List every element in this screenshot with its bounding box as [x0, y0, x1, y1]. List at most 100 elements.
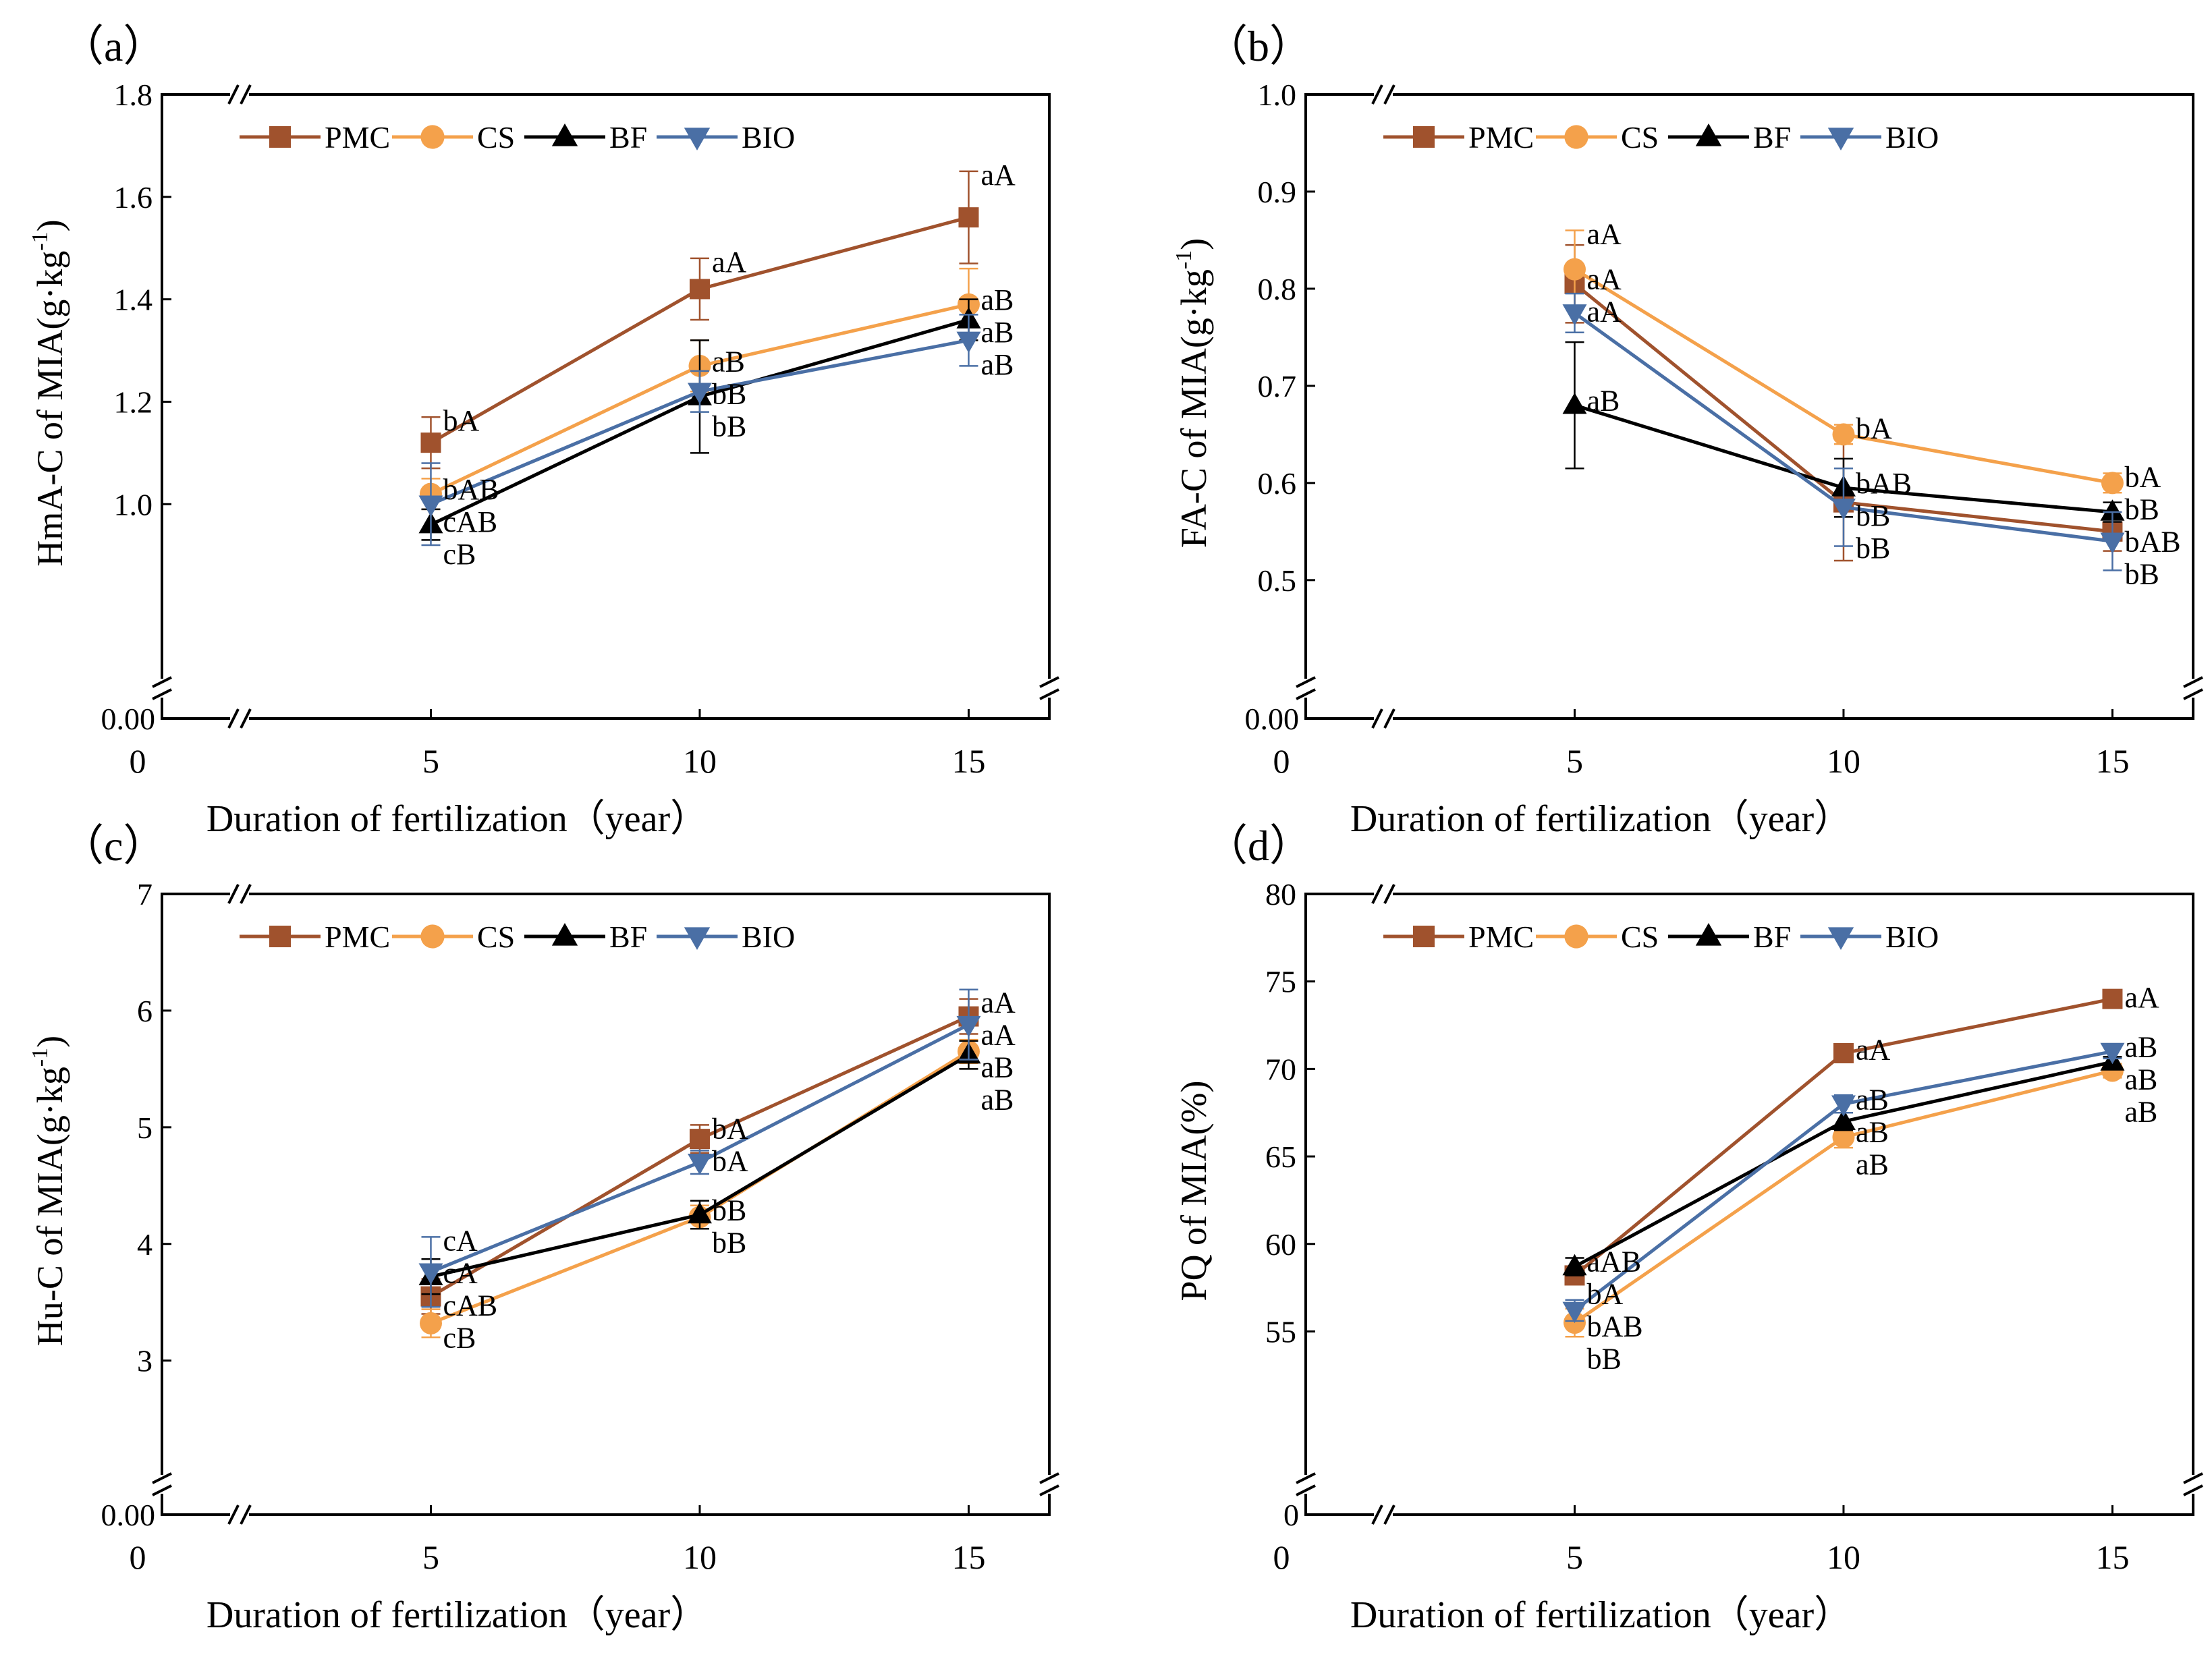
legend-marker-bf	[1695, 123, 1722, 146]
data-point	[687, 1153, 712, 1175]
series-cs	[1563, 229, 2124, 495]
data-point	[958, 207, 979, 228]
y-tick-label: 1.4	[114, 283, 153, 317]
y-break-right-stroke-2	[1039, 1484, 1059, 1496]
significance-letter: bB	[1856, 499, 1890, 532]
panel-label: （a）	[61, 22, 166, 70]
data-point	[2100, 499, 2125, 521]
data-point	[956, 1015, 981, 1038]
significance-letter: aB	[712, 345, 745, 378]
significance-letter: aAB	[1586, 1245, 1641, 1279]
y-axis-title: PQ of MIA(%)	[1173, 1081, 1214, 1301]
significance-letter: aA	[1586, 263, 1622, 296]
data-point	[956, 331, 981, 354]
significance-letter: bA	[2124, 460, 2161, 493]
data-point	[418, 495, 443, 517]
significance-letter: bAB	[2124, 525, 2180, 558]
significance-letter: bAB	[443, 473, 499, 506]
series-bio	[418, 314, 981, 546]
legend-marker-cs	[1564, 125, 1588, 149]
panel-label: （b）	[1205, 22, 1312, 70]
y-tick-label: 80	[1265, 877, 1296, 911]
legend-label-cs: CS	[1621, 920, 1659, 954]
series-bf	[1562, 1049, 2125, 1276]
legend-label-bf: BF	[609, 920, 647, 954]
y-tick-label: 0.6	[1258, 466, 1297, 501]
y-axis-title-superscript: -1	[1171, 250, 1196, 269]
y-break-left-stroke-2	[1296, 688, 1316, 700]
legend-marker-cs	[1564, 924, 1588, 949]
series-bio	[418, 988, 981, 1308]
y-break-left-stroke-2	[152, 1484, 172, 1496]
x-break-bottom-stroke-2	[240, 708, 252, 729]
y-tick-label: 0.5	[1258, 563, 1297, 598]
legend-label-pmc: PMC	[1468, 120, 1534, 155]
legend-label-pmc: PMC	[1468, 920, 1534, 954]
y-axis-title-main: FA-C of MIA(g·kg	[1173, 269, 1214, 548]
data-point	[1562, 392, 1587, 414]
x-axis-title: Duration of fertilization（year）	[1350, 1594, 1852, 1636]
significance-letter: aB	[980, 283, 1014, 316]
y-tick-label: 0.7	[1258, 369, 1297, 403]
legend-marker-bf	[551, 923, 578, 946]
significance-letter: bA	[1586, 1278, 1623, 1311]
x-tick-label: 0	[1273, 742, 1290, 780]
x-axis-title: Duration of fertilization（year）	[206, 1594, 708, 1636]
significance-letter: bB	[2124, 493, 2159, 526]
legend-marker-bio	[684, 927, 711, 950]
legend-marker-bio	[1827, 128, 1854, 150]
x-break-top-stroke-2	[1383, 884, 1395, 904]
x-break-top-stroke-2	[1383, 84, 1395, 105]
x-break-top-stroke-1	[1371, 884, 1383, 904]
significance-letter: bB	[1586, 1343, 1621, 1376]
significance-letter: aB	[1856, 1115, 1889, 1148]
x-tick-label: 5	[422, 1538, 439, 1576]
significance-letter: aB	[980, 1084, 1014, 1117]
significance-letter: bA	[712, 1144, 748, 1177]
series-bf	[418, 298, 981, 541]
y-zero-label: 0.00	[1245, 702, 1300, 736]
legend-label-pmc: PMC	[325, 120, 390, 155]
significance-letter: bB	[1856, 532, 1890, 565]
y-break-right-stroke-1	[1039, 676, 1059, 688]
x-tick-label: 5	[422, 742, 439, 780]
significance-letter: bB	[2124, 557, 2159, 590]
x-break-bottom-stroke-1	[227, 708, 240, 729]
significance-letter: bA	[443, 404, 479, 437]
y-break-right-stroke-2	[1039, 688, 1059, 700]
y-break-right-stroke-1	[2183, 1472, 2203, 1484]
y-tick-label: 75	[1265, 965, 1296, 999]
x-tick-label: 10	[683, 1538, 717, 1576]
data-point	[1832, 423, 1855, 446]
significance-letter: aA	[1586, 218, 1622, 251]
x-tick-label: 0	[130, 1538, 146, 1576]
data-point	[420, 432, 441, 453]
significance-letter: bA	[712, 1112, 748, 1145]
chart-panel-2: 3 4 5 6 7 0.00 0 5 10 15 Duration of fertilization…	[28, 822, 1059, 1636]
data-point	[687, 383, 712, 405]
significance-letter: aB	[2124, 1063, 2157, 1096]
y-zero-label: 0.00	[101, 702, 156, 736]
x-tick-label: 15	[2095, 742, 2129, 780]
significance-letter: aA	[980, 986, 1016, 1019]
x-tick-label: 15	[2095, 1538, 2129, 1576]
y-break-right-stroke-1	[2183, 676, 2203, 688]
legend-marker-cs	[420, 924, 445, 949]
data-point	[418, 1263, 443, 1285]
y-break-left-stroke-2	[1296, 1484, 1316, 1496]
significance-letter: aB	[980, 316, 1014, 349]
x-break-top-stroke-1	[227, 884, 240, 904]
y-tick-label: 7	[137, 877, 153, 911]
significance-letter: bAB	[1586, 1310, 1642, 1343]
y-axis-title: Hu-C of MIA(g·kg-1)	[28, 1036, 70, 1346]
y-axis-title-main: PQ of MIA(%)	[1173, 1081, 1214, 1301]
y-axis-title: HmA-C of MIA(g·kg-1)	[28, 219, 70, 566]
data-point	[689, 1129, 710, 1150]
x-break-top-stroke-2	[240, 884, 252, 904]
y-break-left-stroke-1	[1296, 676, 1316, 688]
plot-frame	[161, 93, 1051, 720]
significance-letter: cB	[443, 1321, 476, 1354]
legend-label-bio: BIO	[742, 120, 795, 155]
significance-letter: cAB	[443, 1289, 497, 1322]
x-tick-label: 5	[1566, 1538, 1583, 1576]
